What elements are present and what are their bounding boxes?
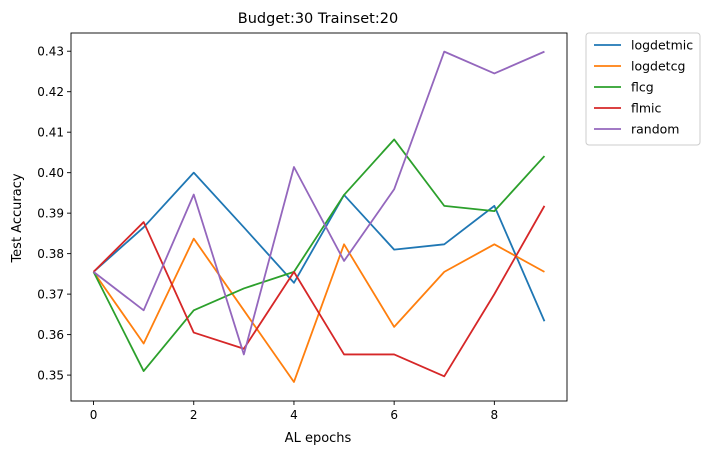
legend-label-flmic: flmic — [631, 101, 662, 116]
series-line-flcg — [92, 138, 546, 372]
legend-label-logdetmic: logdetmic — [631, 38, 693, 53]
x-tick-label: 6 — [390, 408, 398, 422]
x-tick-label: 4 — [290, 408, 298, 422]
y-axis-label: Test Accuracy — [10, 173, 25, 263]
series-line-flmic — [92, 205, 546, 378]
legend-label-flcg: flcg — [631, 80, 654, 95]
y-tick-label: 0.37 — [37, 288, 64, 302]
x-tick-label: 8 — [491, 408, 499, 422]
y-tick-label: 0.41 — [37, 126, 64, 140]
y-tick-label: 0.40 — [37, 166, 64, 180]
x-tick-label: 0 — [90, 408, 98, 422]
legend: logdetmic logdetcg flcg flmic random — [585, 32, 701, 146]
axes-frame — [70, 32, 568, 402]
y-tick-label: 0.35 — [37, 369, 64, 383]
legend-label-logdetcg: logdetcg — [631, 59, 685, 74]
series-line-logdetmic — [92, 171, 546, 322]
x-axis-label: AL epochs — [285, 431, 352, 446]
series-line-random — [93, 50, 545, 356]
y-tick-label: 0.38 — [37, 247, 64, 261]
y-tick-label: 0.43 — [37, 45, 64, 59]
chart-title: Budget:30 Trainset:20 — [238, 11, 398, 27]
x-tick-label: 2 — [190, 408, 198, 422]
y-tick-label: 0.42 — [37, 85, 64, 99]
y-tick-label: 0.39 — [37, 207, 64, 221]
legend-label-random: random — [631, 122, 679, 137]
legend-box — [585, 32, 701, 146]
plot-area: 0 2 4 6 8 0.35 0.36 0.37 0.38 0.39 0.40 0.41 0.42 0.4… — [37, 32, 568, 422]
y-tick-label: 0.36 — [37, 328, 64, 342]
